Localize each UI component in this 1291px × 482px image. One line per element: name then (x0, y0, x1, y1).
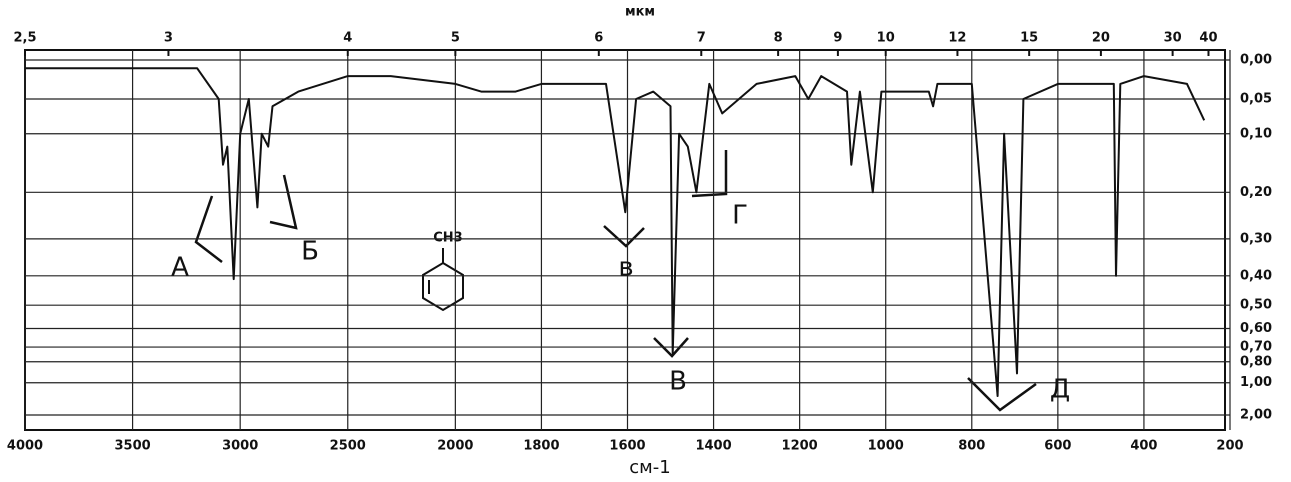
y-tick-label: 1,00 (1240, 375, 1272, 390)
arrow (603, 225, 645, 248)
x-tick-label: 2500 (330, 439, 366, 454)
x-tick-label: 3500 (114, 439, 150, 454)
arrows (194, 150, 1037, 412)
x-tick-label: 1600 (609, 439, 645, 454)
arrow (653, 337, 689, 358)
top-tick-label: 7 (697, 31, 706, 46)
y-tick-label: 0,70 (1240, 340, 1272, 355)
arrow (691, 150, 728, 198)
arrow (269, 174, 298, 230)
x-tick-label: 1800 (523, 439, 559, 454)
top-tick-label: 4 (343, 31, 352, 46)
top-tick-label: 5 (451, 31, 460, 46)
top-tick-label: 12 (948, 31, 966, 46)
x-tick-label: 800 (958, 439, 985, 454)
x-tick-label: 1400 (695, 439, 731, 454)
top-tick-label: 15 (1020, 31, 1038, 46)
y-tick-label: 0,30 (1240, 231, 1272, 246)
y-tick-label: 0,10 (1240, 126, 1272, 141)
formula: CH3 (433, 231, 462, 246)
x-tick-label: 3000 (222, 439, 258, 454)
x-tick-label: 4000 (7, 439, 43, 454)
ring (422, 261, 464, 312)
frame (24, 49, 1226, 431)
top-tick-label: 9 (833, 31, 842, 46)
top-tick-label: 8 (774, 31, 783, 46)
top-tick-label: 2,5 (13, 31, 36, 46)
x-axis-title: см-1 (629, 457, 670, 478)
y-tick-label: 0,00 (1240, 53, 1272, 68)
top-tick-label: 3 (164, 31, 173, 46)
x-tick-label: 600 (1044, 439, 1071, 454)
y-tick-label: 0,80 (1240, 354, 1272, 369)
annotation: в (618, 253, 633, 283)
top-axis-title: мкм (625, 5, 655, 20)
annotation: Д (1050, 375, 1070, 405)
y-tick-label: 2,00 (1240, 408, 1272, 423)
spectrum (25, 67, 1206, 397)
annotation: А (171, 253, 189, 283)
top-tick-label: 20 (1092, 31, 1110, 46)
top-tick-label: 40 (1199, 31, 1217, 46)
y-tick-label: 0,40 (1240, 268, 1272, 283)
y-tick-label: 0,50 (1240, 298, 1272, 313)
y-tick-label: 0,60 (1240, 321, 1272, 336)
x-tick-label: 400 (1130, 439, 1157, 454)
arrow (967, 377, 1037, 412)
y-tick-label: 0,20 (1240, 185, 1272, 200)
annotation: Б (301, 237, 319, 267)
top-tick-label: 6 (594, 31, 603, 46)
x-tick-label: 1200 (782, 439, 818, 454)
y-tick-label: 0,05 (1240, 91, 1272, 106)
arrow (194, 195, 223, 263)
annotation: В (669, 367, 687, 397)
x-tick-label: 1000 (868, 439, 904, 454)
x-tick-label: 200 (1216, 439, 1243, 454)
top-tick-label: 30 (1164, 31, 1182, 46)
top-tick-label: 10 (877, 31, 895, 46)
x-tick-label: 2000 (437, 439, 473, 454)
annotation: Г (732, 201, 748, 231)
